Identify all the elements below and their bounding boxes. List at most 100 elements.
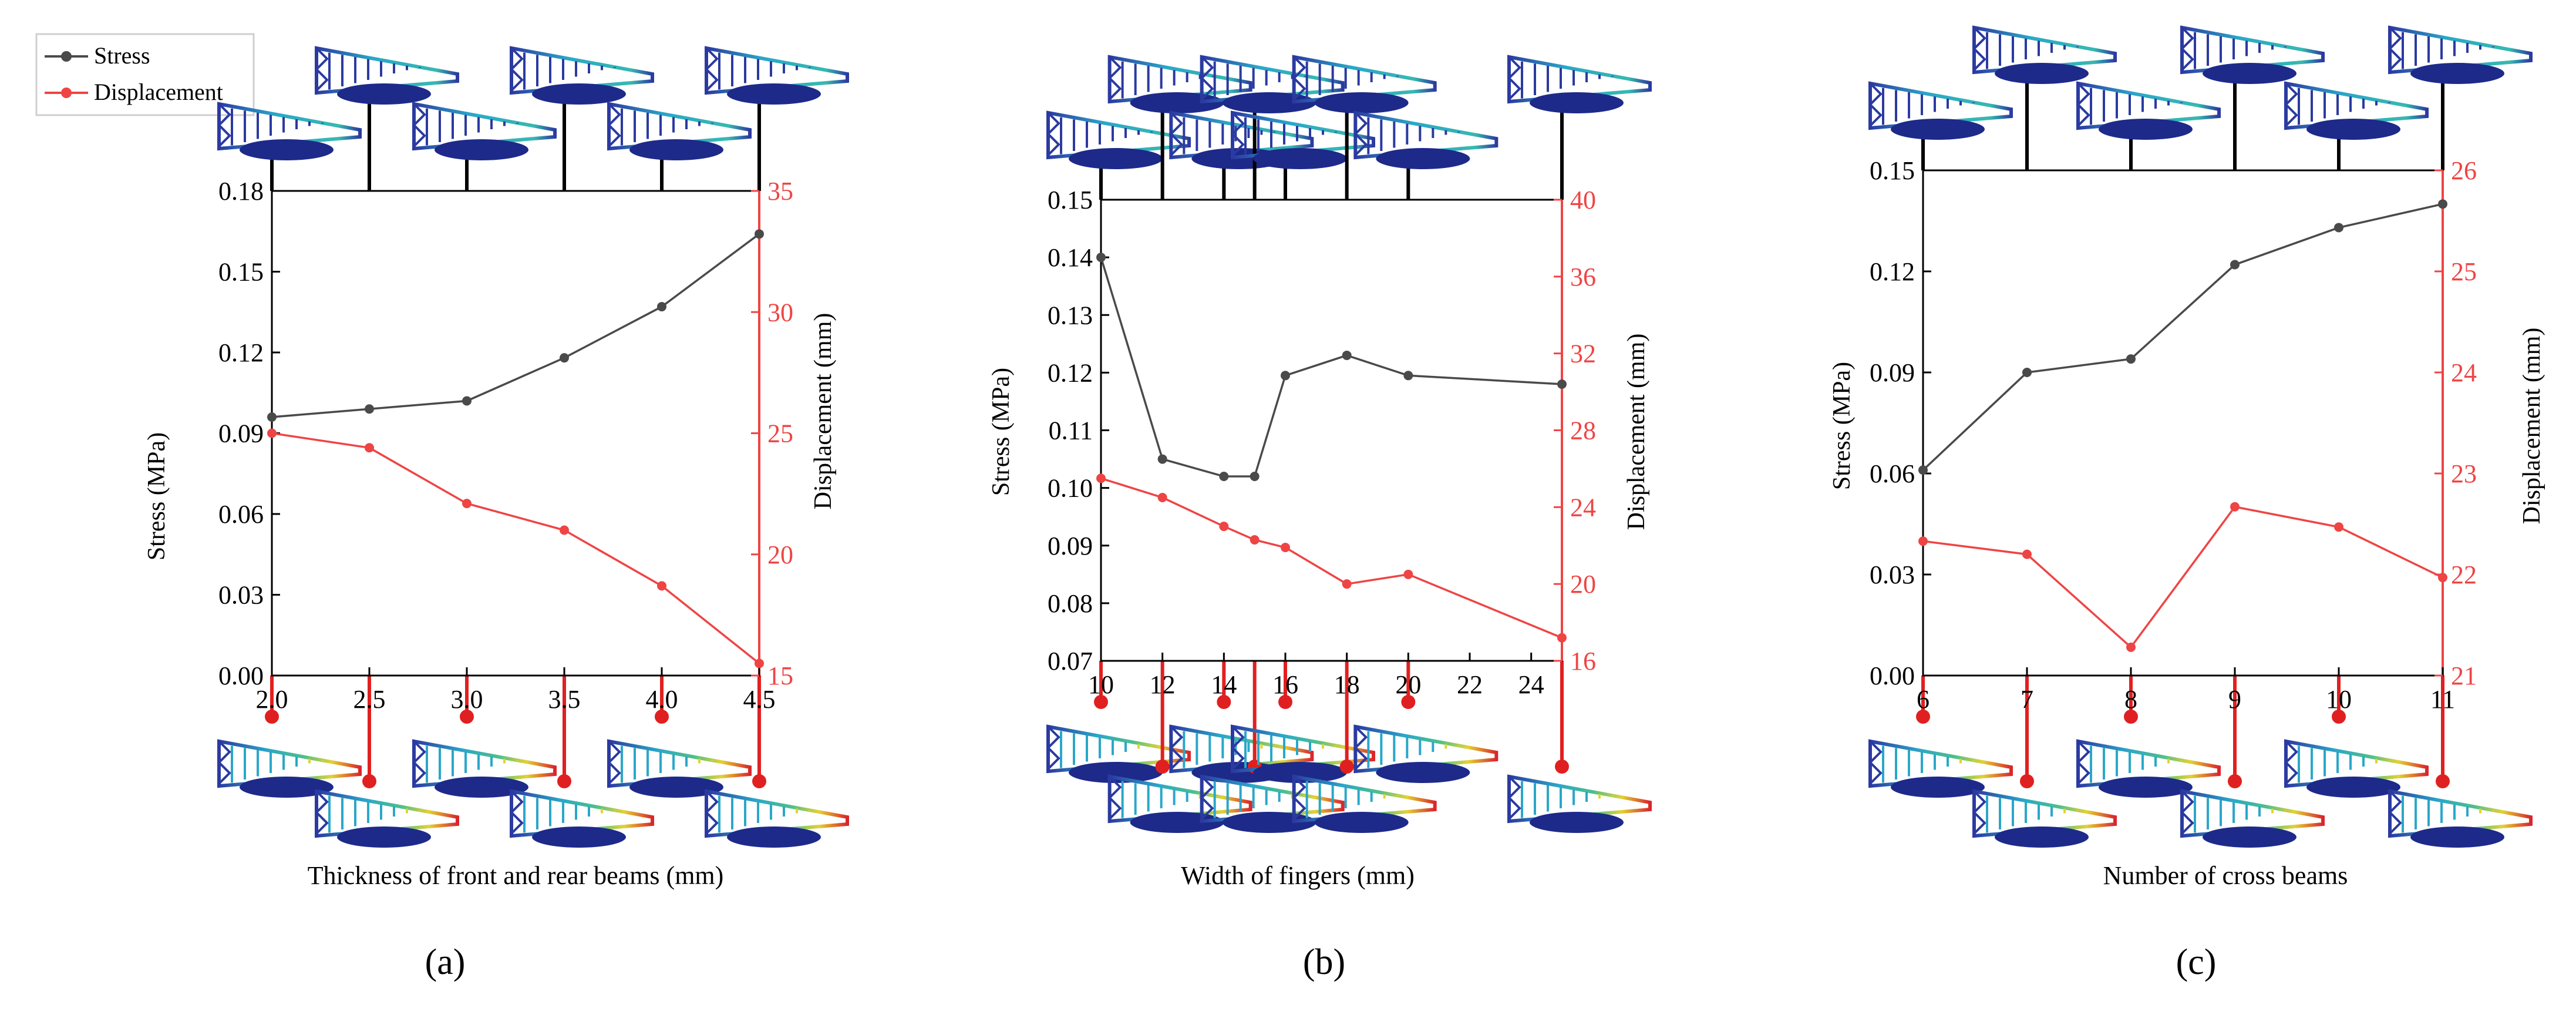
displacement-data-point xyxy=(462,499,472,509)
panel-c-series xyxy=(1918,199,2447,652)
wing-rib-fea-thumbnail xyxy=(2388,25,2533,84)
y-tick-label: 0.08 xyxy=(1048,589,1093,618)
wing-rib-fea-thumbnail xyxy=(1231,110,1375,169)
panel-c-label: (c) xyxy=(2176,942,2217,982)
wing-rib-fea-thumbnail xyxy=(1972,789,2117,848)
y-tick-label: 0.10 xyxy=(1048,474,1093,503)
y-tick-label: 0.00 xyxy=(1870,661,1915,690)
y2-tick-label: 36 xyxy=(1570,263,1596,291)
displacement-data-point xyxy=(1918,536,1928,546)
panel-c-x-axis-title: Number of cross beams xyxy=(2103,861,2348,890)
y2-tick-label: 30 xyxy=(767,298,793,327)
wing-rib-fea-thumbnail xyxy=(1292,774,1437,833)
y-tick-label: 0.09 xyxy=(218,419,264,448)
displacement-callout-pin-head xyxy=(2228,774,2242,788)
y-tick-label: 0.15 xyxy=(1870,156,1915,185)
displacement-callout-pin-head xyxy=(1401,695,1416,709)
stress-data-point xyxy=(560,353,569,363)
panel-b-series xyxy=(1096,253,1567,643)
x-tick-label: 4.0 xyxy=(646,685,678,714)
displacement-callout-pin-head xyxy=(2020,774,2034,788)
x-tick-label: 8 xyxy=(2124,685,2137,714)
stress-data-point xyxy=(1918,465,1928,475)
wing-rib-fea-thumbnail xyxy=(1231,724,1375,783)
wing-rib-fea-thumbnail xyxy=(2388,789,2533,848)
y-tick-label: 0.03 xyxy=(1870,560,1915,589)
displacement-data-point xyxy=(755,658,764,668)
y2-tick-label: 40 xyxy=(1570,186,1596,214)
displacement-data-point xyxy=(657,581,666,591)
y-tick-label: 0.18 xyxy=(218,177,264,206)
x-tick-label: 14 xyxy=(1211,670,1237,699)
y2-tick-label: 22 xyxy=(2451,560,2477,589)
panel-b-y-axis-title: Stress (MPa) xyxy=(988,368,1015,496)
y-tick-label: 0.03 xyxy=(218,581,264,610)
y-tick-label: 0.09 xyxy=(1870,358,1915,387)
x-tick-label: 3.0 xyxy=(451,685,483,714)
panel-a-y2-axis-title: Displacement (mm) xyxy=(810,313,837,510)
stress-data-point xyxy=(462,396,472,406)
displacement-callout-pin-head xyxy=(1555,760,1569,774)
y2-tick-label: 16 xyxy=(1570,647,1596,676)
stress-data-point xyxy=(1281,371,1290,381)
wing-rib-fea-thumbnail xyxy=(2180,789,2325,848)
stress-data-point xyxy=(2334,223,2343,233)
wing-rib-fea-thumbnail xyxy=(2076,739,2221,798)
y2-tick-label: 20 xyxy=(1570,570,1596,599)
wing-rib-fea-thumbnail xyxy=(1292,55,1437,113)
displacement-series-line xyxy=(1922,505,2443,649)
x-tick-label: 4.5 xyxy=(743,685,776,714)
wing-rib-fea-thumbnail xyxy=(705,789,849,848)
panel-a-label: (a) xyxy=(425,942,466,982)
y-tick-label: 0.13 xyxy=(1048,301,1093,330)
stress-data-point xyxy=(2438,199,2447,209)
y2-tick-label: 23 xyxy=(2451,459,2477,488)
y-tick-label: 0.12 xyxy=(1048,358,1093,387)
y-tick-label: 0.14 xyxy=(1048,243,1093,272)
wing-rib-fea-thumbnail xyxy=(412,102,557,160)
x-tick-label: 7 xyxy=(2021,685,2033,714)
panel-a-axes: 2.0 2.5 3.0 3.5 4.0 4.5 0.00 0.03 0.06 0.09 0.12 0.… xyxy=(218,177,793,714)
wing-rib-fea-thumbnail xyxy=(1046,110,1191,169)
displacement-callout-pin-head xyxy=(1278,695,1292,709)
stress-data-point xyxy=(267,412,277,422)
wing-rib-fea-thumbnail xyxy=(217,739,362,798)
y-tick-label: 0.07 xyxy=(1048,647,1093,676)
y-tick-label: 0.09 xyxy=(1048,532,1093,560)
wing-rib-fea-thumbnail xyxy=(1868,81,2013,140)
wing-rib-fea-thumbnail xyxy=(2284,739,2429,798)
displacement-callout-pin-head xyxy=(752,774,766,788)
x-tick-label: 10 xyxy=(2326,685,2352,714)
legend-displacement-marker xyxy=(61,88,72,98)
panel-a: 2.0 2.5 3.0 3.5 4.0 4.5 0.00 0.03 0.06 0.09 0.12 0.… xyxy=(143,46,849,982)
displacement-callout-pin-head xyxy=(1339,760,1354,774)
displacement-data-point xyxy=(1403,569,1413,579)
wing-rib-fea-thumbnail xyxy=(1972,25,2117,84)
wing-rib-fea-thumbnail xyxy=(1353,724,1499,783)
displacement-data-point xyxy=(1096,473,1106,483)
displacement-callout-pin-head xyxy=(1094,695,1108,709)
panel-a-thumbnails xyxy=(217,46,849,848)
wing-rib-fea-thumbnail xyxy=(315,789,459,848)
stress-data-point xyxy=(2230,260,2240,270)
x-tick-label: 10 xyxy=(1088,670,1114,699)
x-tick-label: 12 xyxy=(1150,670,1176,699)
wing-rib-fea-thumbnail xyxy=(510,789,654,848)
x-tick-label: 11 xyxy=(2430,685,2455,714)
displacement-callout-pin-head xyxy=(2436,774,2450,788)
x-tick-label: 18 xyxy=(1334,670,1360,699)
x-tick-label: 20 xyxy=(1395,670,1421,699)
y-tick-label: 0.06 xyxy=(218,500,264,529)
stress-data-point xyxy=(365,404,374,414)
wing-rib-fea-thumbnail xyxy=(217,102,362,160)
y-tick-label: 0.12 xyxy=(1870,257,1915,286)
x-tick-label: 2.5 xyxy=(353,685,386,714)
displacement-data-point xyxy=(1557,633,1567,643)
y2-tick-label: 15 xyxy=(767,661,793,690)
stress-data-point xyxy=(1096,253,1106,263)
stress-data-point xyxy=(1557,379,1567,389)
stress-data-point xyxy=(2126,354,2136,364)
wing-rib-fea-thumbnail xyxy=(705,46,849,105)
panel-a-plot-frame xyxy=(271,190,760,677)
